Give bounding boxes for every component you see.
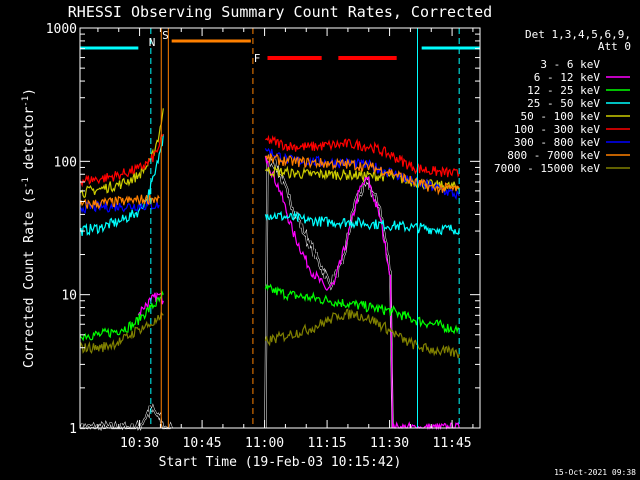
y-axis-label-start: Corrected Count Rate (s [22,188,37,368]
y-tick-label: 10 [61,289,77,304]
series-line-2 [79,283,460,342]
y-tick-label: 1000 [46,22,77,37]
legend-entry-label: 3 - 6 keV [540,58,600,71]
y-tick-label: 1 [69,422,77,437]
x-axis-label: Start Time (19-Feb-03 10:15:42) [159,455,402,470]
x-axis: 10:30 10:45 11:00 11:15 11:30 11:45 [97,28,474,451]
flag-label-S: S [162,29,169,42]
series-line-8 [79,308,460,359]
legend-entry-label: 7000 - 15000 keV [494,162,600,175]
legend-entry-label: 300 - 800 keV [514,136,600,149]
series-line-7 [79,153,460,210]
series-line-5 [79,133,460,188]
y-axis: 1 10 100 1000 [46,22,480,437]
flag-layer: NS F [80,28,480,428]
x-tick-label: 11:00 [245,436,284,451]
x-tick-label: 10:30 [120,436,159,451]
y-axis-label-mid: detector [22,107,37,178]
x-tick-label: 11:30 [370,436,409,451]
y-axis-label-exp2: -1 [21,96,31,107]
legend-header-line: Att 0 [598,40,631,53]
y-axis-label: Corrected Count Rate (s-1 detector-1) [21,88,37,368]
x-tick-label: 11:45 [433,436,472,451]
legend-entry-label: 6 - 12 keV [534,71,601,84]
y-tick-label: 100 [54,155,77,170]
y-axis-label-exp1: -1 [21,177,31,188]
x-tick-label: 10:45 [183,436,222,451]
legend-entry-label: 800 - 7000 keV [507,149,600,162]
series-line-3 [79,134,460,236]
legend-entry-label: 12 - 25 keV [527,84,600,97]
flag-label-N: N [149,36,156,49]
x-tick-label: 11:15 [308,436,347,451]
legend-entry-label: 50 - 100 keV [521,110,601,123]
plot-frame [79,27,481,429]
y-axis-label-end: ) [22,88,37,96]
legend-header-line: Det 1,3,4,5,6,9, [525,28,631,41]
legend-entry-label: 25 - 50 keV [527,97,600,110]
flag-label-F: F [254,52,261,65]
footer-date: 15-Oct-2021 09:38 [554,468,636,477]
legend-entry-label: 100 - 300 keV [514,123,600,136]
chart-title: RHESSI Observing Summary Count Rates, Co… [68,3,492,21]
